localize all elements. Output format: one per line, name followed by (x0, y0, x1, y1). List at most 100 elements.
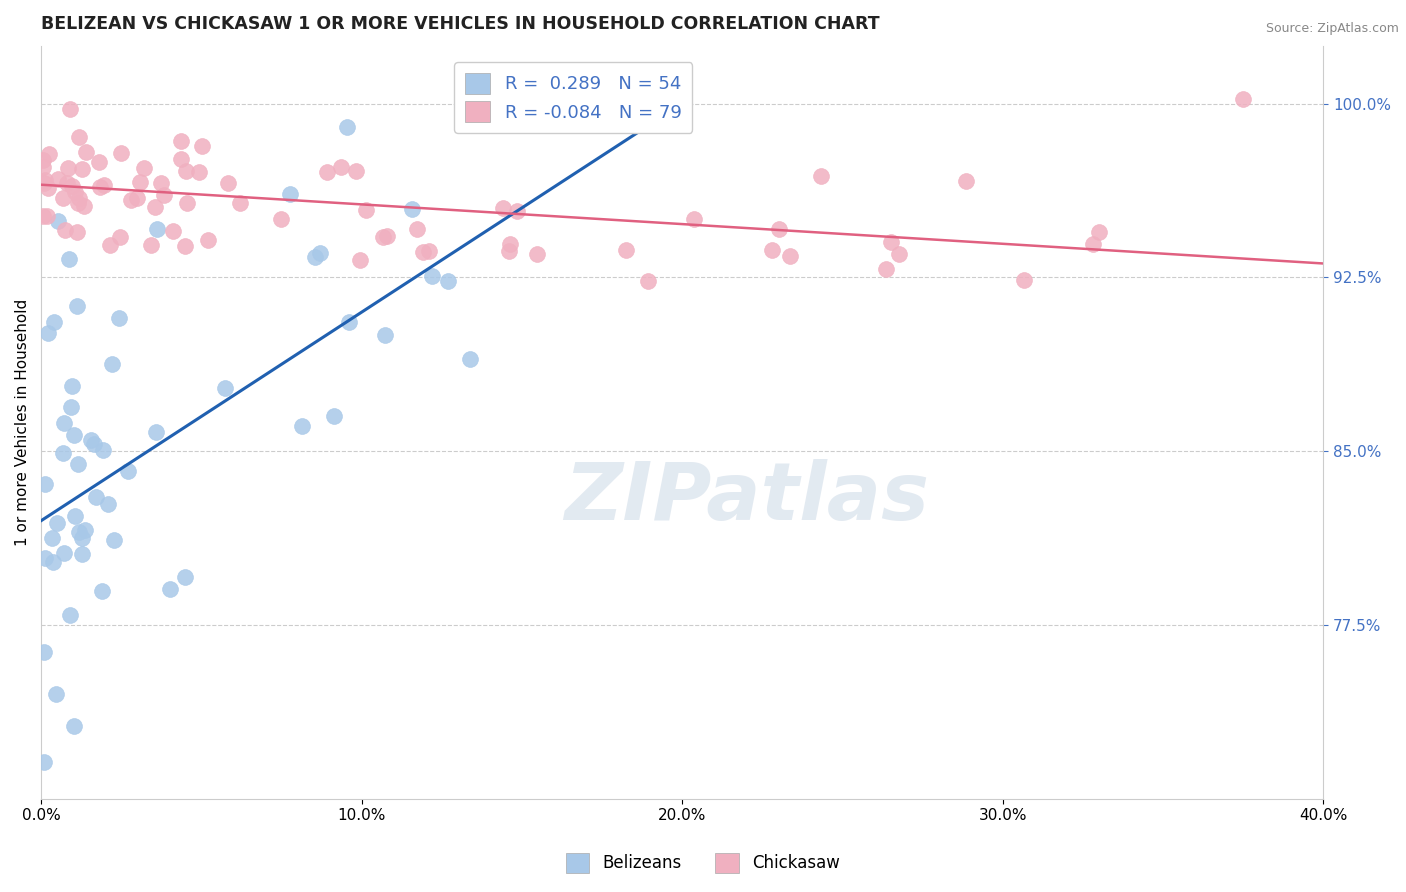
Point (34, 173, 56, 187)
Point (170, 152, 193, 166)
Point (128, 175, 150, 189)
Legend: Belizeans, Chickasaw: Belizeans, Chickasaw (560, 847, 846, 880)
Point (371, 230, 394, 244)
Point (335, 120, 357, 134)
Point (955, 174, 977, 188)
Point (889, 247, 911, 261)
Point (97, 497, 120, 511)
Point (153, 188, 176, 202)
Point (337, 315, 360, 329)
Point (34, 645, 56, 659)
Point (52, 191, 75, 205)
Point (98, 237, 121, 252)
Point (67, 191, 90, 205)
Point (761, 243, 783, 257)
Point (173, 239, 195, 253)
Point (344, 163, 367, 178)
Point (35, 209, 58, 223)
Point (1232, 92, 1254, 106)
Point (63, 428, 86, 442)
Point (103, 533, 125, 548)
Point (145, 222, 167, 236)
Point (120, 194, 142, 208)
Point (406, 221, 429, 235)
Point (108, 230, 131, 244)
Point (197, 233, 219, 247)
Point (779, 249, 801, 263)
Point (34, 476, 56, 491)
Point (492, 202, 515, 216)
Point (322, 409, 344, 424)
Point (498, 244, 520, 259)
Point (1088, 226, 1111, 240)
Point (60, 179, 83, 194)
Point (34, 755, 56, 769)
Point (1014, 273, 1036, 287)
Point (176, 195, 198, 210)
Point (38, 146, 60, 161)
Point (63, 185, 86, 199)
Point (70, 547, 93, 561)
Point (117, 464, 139, 478)
Point (418, 244, 440, 259)
Point (139, 238, 162, 252)
Point (436, 274, 458, 288)
Point (174, 570, 197, 584)
Point (34, 550, 56, 565)
Point (191, 139, 214, 153)
Point (52, 416, 75, 430)
Point (329, 160, 352, 174)
Point (52, 446, 75, 460)
Point (214, 381, 236, 395)
Point (60, 379, 83, 393)
Point (84, 490, 107, 504)
Point (41, 531, 63, 545)
Point (31, 153, 53, 168)
Point (374, 328, 396, 343)
Point (880, 235, 903, 249)
Point (229, 196, 252, 211)
Point (614, 243, 637, 257)
Point (401, 202, 423, 217)
Point (37, 181, 59, 195)
Text: ZIPatlas: ZIPatlas (564, 458, 929, 536)
Point (91, 584, 114, 599)
Point (159, 582, 181, 596)
Point (58, 102, 80, 116)
Point (499, 237, 522, 252)
Text: BELIZEAN VS CHICKASAW 1 OR MORE VEHICLES IN HOUSEHOLD CORRELATION CHART: BELIZEAN VS CHICKASAW 1 OR MORE VEHICLES… (41, 15, 880, 33)
Point (42, 315, 65, 329)
Point (46, 171, 69, 186)
Point (31, 209, 53, 223)
Point (48, 214, 70, 228)
Point (75, 523, 97, 537)
Point (73, 199, 96, 213)
Point (162, 224, 184, 238)
Point (91, 443, 114, 458)
Point (37, 326, 59, 340)
Point (412, 245, 434, 260)
Point (75, 145, 97, 160)
Point (70, 161, 93, 176)
Point (110, 145, 132, 160)
Point (60, 401, 83, 415)
Point (174, 163, 197, 178)
Point (637, 274, 659, 288)
Point (458, 352, 481, 367)
Point (101, 357, 124, 371)
Point (59, 608, 82, 623)
Y-axis label: 1 or more Vehicles in Household: 1 or more Vehicles in Household (15, 299, 30, 546)
Point (875, 261, 897, 276)
Point (278, 186, 301, 201)
Point (349, 252, 371, 267)
Point (66, 299, 89, 313)
Point (66, 225, 89, 239)
Point (67, 130, 90, 145)
Point (505, 204, 527, 219)
Point (108, 310, 131, 325)
Point (304, 251, 326, 265)
Point (217, 176, 239, 190)
Point (132, 161, 155, 176)
Point (31, 161, 53, 175)
Point (143, 200, 166, 214)
